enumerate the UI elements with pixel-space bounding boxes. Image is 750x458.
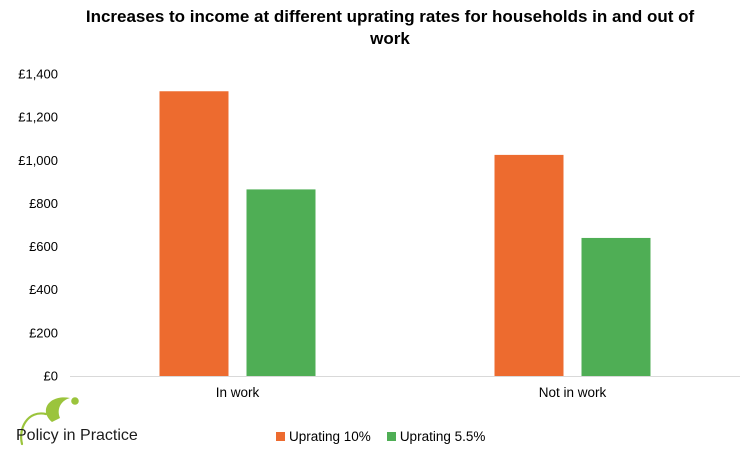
logo-text: Policy in Practice <box>16 427 138 444</box>
legend-item-series-2: Uprating 5.5% <box>386 429 486 444</box>
x-category-label: Not in work <box>539 385 607 400</box>
y-tick-label: £1,000 <box>18 153 58 168</box>
bar-1-1 <box>159 91 229 376</box>
legend-label-series-1: Uprating 10% <box>289 429 371 444</box>
chart-title: Increases to income at different upratin… <box>85 7 695 48</box>
y-tick-label: £200 <box>29 325 58 340</box>
legend-swatch-series-1 <box>276 432 285 441</box>
x-category-label: In work <box>216 385 260 400</box>
legend-swatch-series-2 <box>386 432 396 441</box>
legend: Uprating 10% Uprating 5.5% <box>276 429 485 444</box>
leaf-swirl-icon <box>20 397 79 446</box>
y-tick-label: £1,400 <box>18 67 58 82</box>
y-tick-label: £600 <box>29 239 58 254</box>
bar-2-2 <box>581 237 651 376</box>
y-tick-label: £0 <box>44 369 58 384</box>
y-tick-label: £800 <box>29 196 58 211</box>
y-tick-label: £1,200 <box>18 110 58 125</box>
legend-label-series-2: Uprating 5.5% <box>399 429 486 444</box>
bar-1-2 <box>494 154 564 376</box>
y-tick-label: £400 <box>29 282 58 297</box>
legend-item-series-1: Uprating 10% <box>276 429 371 444</box>
bar-2-1 <box>246 189 316 376</box>
